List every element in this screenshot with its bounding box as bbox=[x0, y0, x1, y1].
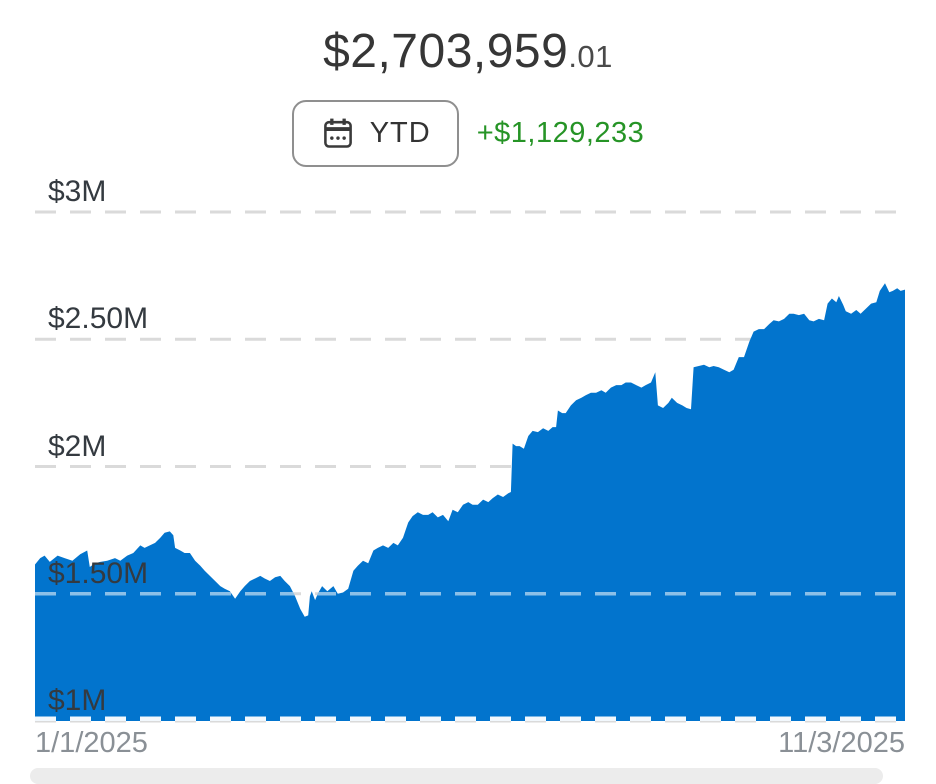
balance-dollars: $2,703,959 bbox=[323, 25, 569, 78]
balance-cents: .01 bbox=[568, 39, 613, 74]
ytd-gain-amount: +$1,129,233 bbox=[476, 116, 645, 149]
chart-canvas[interactable] bbox=[0, 170, 936, 778]
y-axis-label: $3M bbox=[48, 175, 107, 208]
x-axis-end-label: 11/3/2025 bbox=[778, 727, 905, 759]
x-axis-start-label: 1/1/2025 bbox=[35, 727, 148, 759]
y-axis-label: $1.50M bbox=[48, 556, 149, 590]
account-balance: $2,703,959.01 bbox=[0, 24, 936, 79]
time-range-label: YTD bbox=[369, 116, 431, 149]
area-series[interactable] bbox=[35, 283, 905, 721]
calendar-icon bbox=[320, 115, 356, 151]
y-axis-label: $2.50M bbox=[48, 302, 149, 336]
y-axis-label: $1M bbox=[48, 684, 107, 717]
bottom-divider-bar bbox=[30, 768, 883, 784]
time-range-button[interactable]: YTD bbox=[291, 99, 459, 167]
chart-controls-row: YTD +$1,129,233 bbox=[0, 99, 936, 167]
y-axis-label: $2M bbox=[48, 429, 107, 463]
performance-chart[interactable]: $3M $2.50M $2M $1.50M $1M 1/1/2025 11/3/2025 bbox=[0, 170, 936, 784]
